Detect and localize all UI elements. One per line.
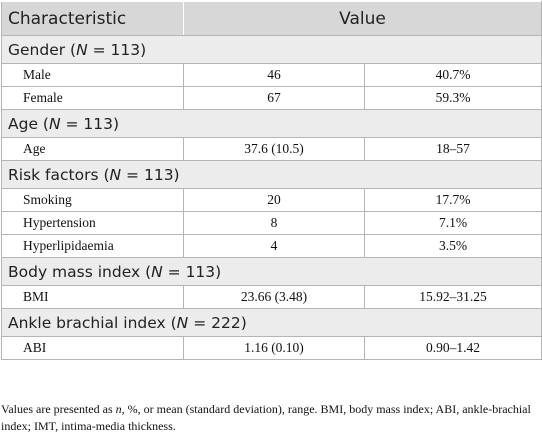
row-label: Male bbox=[1, 63, 184, 87]
section-header-row: Gender (N = 113) bbox=[1, 35, 542, 64]
row-value: 67 bbox=[183, 86, 365, 110]
row-label: Hyperlipidaemia bbox=[1, 234, 184, 258]
footnote-text-start: Values are presented as bbox=[1, 402, 116, 416]
row-value: 20 bbox=[183, 188, 365, 212]
table-row: ABI 1.16 (0.10) 0.90–1.42 bbox=[1, 336, 542, 360]
row-value: 37.6 (10.5) bbox=[183, 137, 365, 161]
table-row: Hypertension 8 7.1% bbox=[1, 211, 542, 235]
row-value: 46 bbox=[183, 63, 365, 87]
section-title: Risk factors (N = 113) bbox=[1, 160, 542, 189]
section-header-row: Age (N = 113) bbox=[1, 109, 542, 138]
section-title: Age (N = 113) bbox=[1, 109, 542, 138]
section-title: Gender (N = 113) bbox=[1, 35, 542, 64]
section-header-row: Body mass index (N = 113) bbox=[1, 257, 542, 286]
sample-size-symbol: N bbox=[109, 165, 122, 184]
row-range-or-percent: 17.7% bbox=[364, 188, 542, 212]
sample-size-value: = 113) bbox=[162, 262, 222, 281]
table-row: Male 46 40.7% bbox=[1, 63, 542, 87]
characteristics-table-container: Characteristic Value Gender (N = 113) Mal… bbox=[1, 1, 542, 360]
sample-size-value: = 113) bbox=[121, 165, 180, 184]
row-label: Female bbox=[1, 86, 184, 110]
row-label: ABI bbox=[1, 336, 184, 360]
footnote-text-rest: , %, or mean (standard deviation), range… bbox=[1, 402, 531, 433]
characteristics-table: Characteristic Value Gender (N = 113) Mal… bbox=[1, 1, 542, 360]
row-label: Hypertension bbox=[1, 211, 184, 235]
section-title-label: Ankle brachial index ( bbox=[8, 313, 177, 332]
sample-size-symbol: N bbox=[76, 40, 88, 59]
row-value: 8 bbox=[183, 211, 365, 235]
header-characteristic: Characteristic bbox=[1, 1, 184, 36]
section-header-row: Ankle brachial index (N = 222) bbox=[1, 308, 542, 337]
row-value: 4 bbox=[183, 234, 365, 258]
section-title-label: Gender ( bbox=[8, 40, 77, 59]
table-row: Hyperlipidaemia 4 3.5% bbox=[1, 234, 542, 258]
section-title: Ankle brachial index (N = 222) bbox=[1, 308, 542, 337]
row-label: Age bbox=[1, 137, 184, 161]
section-title: Body mass index (N = 113) bbox=[1, 257, 542, 286]
sample-size-value: = 222) bbox=[188, 313, 247, 332]
row-label: BMI bbox=[1, 285, 184, 309]
sample-size-symbol: N bbox=[48, 114, 61, 133]
row-range-or-percent: 59.3% bbox=[364, 86, 542, 110]
row-label: Smoking bbox=[1, 188, 184, 212]
section-title-label: Age ( bbox=[8, 114, 49, 133]
footnote-n-symbol: n bbox=[115, 402, 122, 416]
row-range-or-percent: 15.92–31.25 bbox=[364, 285, 542, 309]
sample-size-value: = 113) bbox=[60, 114, 120, 133]
row-range-or-percent: 0.90–1.42 bbox=[364, 336, 542, 360]
row-value: 1.16 (0.10) bbox=[183, 336, 365, 360]
table-footnote: Values are presented as n, %, or mean (s… bbox=[1, 401, 541, 435]
table-row: Age 37.6 (10.5) 18–57 bbox=[1, 137, 542, 161]
table-row: Smoking 20 17.7% bbox=[1, 188, 542, 212]
table-row: BMI 23.66 (3.48) 15.92–31.25 bbox=[1, 285, 542, 309]
sample-size-value: = 113) bbox=[87, 40, 147, 59]
header-value: Value bbox=[183, 1, 542, 36]
row-range-or-percent: 18–57 bbox=[364, 137, 542, 161]
section-header-row: Risk factors (N = 113) bbox=[1, 160, 542, 189]
row-range-or-percent: 3.5% bbox=[364, 234, 542, 258]
sample-size-symbol: N bbox=[176, 313, 189, 332]
section-title-label: Body mass index ( bbox=[8, 262, 152, 281]
row-range-or-percent: 7.1% bbox=[364, 211, 542, 235]
row-value: 23.66 (3.48) bbox=[183, 285, 365, 309]
table-row: Female 67 59.3% bbox=[1, 86, 542, 110]
section-title-label: Risk factors ( bbox=[8, 165, 110, 184]
table-header-row: Characteristic Value bbox=[1, 1, 542, 36]
sample-size-symbol: N bbox=[151, 262, 163, 281]
row-range-or-percent: 40.7% bbox=[364, 63, 542, 87]
table-body: Gender (N = 113) Male 46 40.7% Female 67 59.3%… bbox=[1, 35, 542, 360]
